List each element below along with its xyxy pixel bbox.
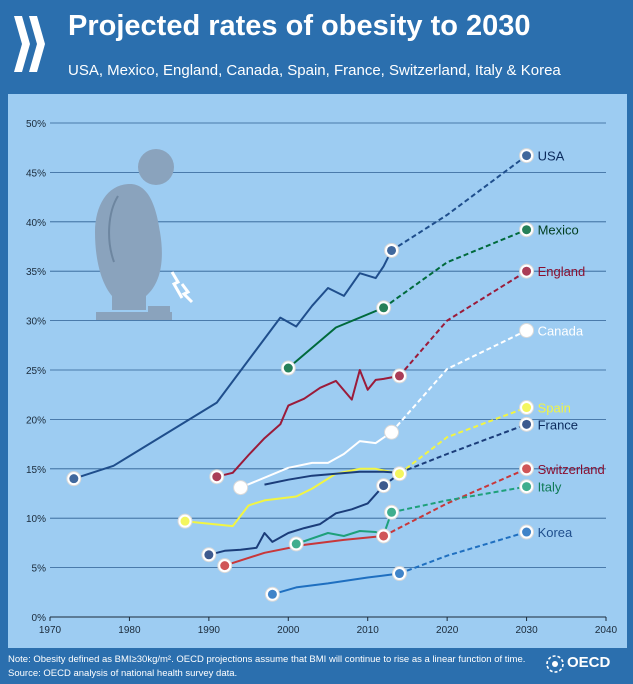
- marker-canada: [233, 480, 249, 496]
- series-projection-italy: [391, 485, 527, 514]
- series-projection-canada: [390, 329, 528, 433]
- y-tick-label: 0%: [32, 613, 47, 624]
- marker-korea: [264, 586, 280, 602]
- x-tick-label: 2000: [277, 625, 300, 636]
- y-tick-label: 30%: [26, 317, 46, 328]
- marker-korea: [391, 566, 407, 582]
- series-label-korea: Korea: [538, 525, 573, 540]
- marker-usa: [384, 242, 400, 258]
- source-note: Source: OECD analysis of national health…: [8, 668, 238, 679]
- marker-spain: [519, 400, 535, 416]
- y-tick-label: 10%: [26, 514, 46, 525]
- x-tick-label: 2020: [436, 625, 459, 636]
- marker-spain: [391, 466, 407, 482]
- y-tick-label: 50%: [26, 119, 46, 130]
- series-line-england: [216, 369, 400, 478]
- obese-person-icon: [95, 149, 194, 320]
- marker-italy: [288, 536, 304, 552]
- y-tick-label: 35%: [26, 267, 46, 278]
- y-tick-label: 5%: [32, 564, 47, 575]
- x-tick-label: 2030: [515, 625, 538, 636]
- marker-group: [66, 148, 535, 602]
- series-line-canada: [240, 431, 393, 489]
- y-tick-label: 15%: [26, 465, 46, 476]
- plot-area: [8, 94, 627, 648]
- chart-subtitle: USA, Mexico, England, Canada, Spain, Fra…: [68, 62, 561, 79]
- y-tick-label: 20%: [26, 415, 46, 426]
- series-line-usa: [73, 250, 393, 480]
- marker-switzerland: [217, 558, 233, 574]
- series-projection-england: [398, 270, 528, 377]
- marker-france-observed: [201, 547, 217, 563]
- series-label-usa: USA: [538, 149, 565, 164]
- x-tick-label: 1980: [118, 625, 141, 636]
- y-tick-label: 25%: [26, 366, 46, 377]
- footer: [0, 648, 633, 684]
- series-line-france-observed: [208, 484, 385, 556]
- chart-title: Projected rates of obesity to 2030: [68, 10, 531, 42]
- series-line-switzerland: [224, 535, 384, 567]
- header: Projected rates of obesity to 2030 USA, …: [0, 0, 633, 95]
- marker-mexico: [376, 300, 392, 316]
- x-tick-label: 1970: [39, 625, 62, 636]
- series-line-france: [264, 470, 400, 486]
- marker-mexico: [280, 360, 296, 376]
- marker-switzerland: [376, 528, 392, 544]
- series-label-switzerland: Switzerland: [538, 462, 605, 477]
- series-label-france: France: [538, 417, 578, 432]
- series-line-spain: [184, 467, 400, 528]
- series-label-italy: Italy: [538, 480, 562, 495]
- series-projection-mexico: [383, 228, 527, 309]
- series-label-spain: Spain: [538, 401, 571, 416]
- marker-mexico: [519, 222, 535, 238]
- marker-switzerland: [519, 461, 535, 477]
- axes: 0% 5% 10% 15% 20% 25% 30% 35% 40% 45% 50% 1970 1980 1…: [26, 119, 618, 636]
- oecd-logo: OECD: [545, 652, 627, 676]
- series-group: [73, 154, 528, 596]
- x-tick-label: 1990: [198, 625, 221, 636]
- marker-usa: [66, 471, 82, 487]
- series-projection-switzerland: [383, 467, 527, 537]
- marker-france-observed: [376, 478, 392, 494]
- marker-italy: [384, 504, 400, 520]
- marker-france: [519, 416, 535, 432]
- marker-canada: [519, 322, 535, 338]
- marker-italy: [519, 479, 535, 495]
- marker-england: [519, 263, 535, 279]
- y-tick-label: 40%: [26, 218, 46, 229]
- series-projection-korea: [399, 531, 527, 575]
- x-tick-label: 2010: [357, 625, 380, 636]
- marker-canada: [384, 424, 400, 440]
- oecd-chevrons-icon: [14, 16, 45, 72]
- x-tick-label: 2040: [595, 625, 618, 636]
- series-line-mexico: [287, 306, 384, 369]
- series-projection-france: [399, 423, 527, 474]
- marker-korea: [519, 524, 535, 540]
- series-projection-usa: [390, 154, 528, 252]
- series-label-england: England: [538, 264, 586, 279]
- marker-england: [209, 469, 225, 485]
- series-label-canada: Canada: [538, 323, 584, 338]
- series-projection-spain: [398, 406, 527, 475]
- oecd-logo-text: OECD: [567, 654, 611, 671]
- marker-england: [391, 368, 407, 384]
- marker-spain: [177, 513, 193, 529]
- series-label-mexico: Mexico: [538, 223, 579, 238]
- series-line-korea: [272, 572, 400, 596]
- oecd-logo-icon: [546, 655, 564, 673]
- footnote: Note: Obesity defined as BMI≥30kg/m². OE…: [8, 654, 526, 665]
- y-tick-label: 45%: [26, 168, 46, 179]
- marker-usa: [519, 148, 535, 164]
- chart: 0% 5% 10% 15% 20% 25% 30% 35% 40% 45% 50% 1970 1980 1…: [26, 119, 618, 636]
